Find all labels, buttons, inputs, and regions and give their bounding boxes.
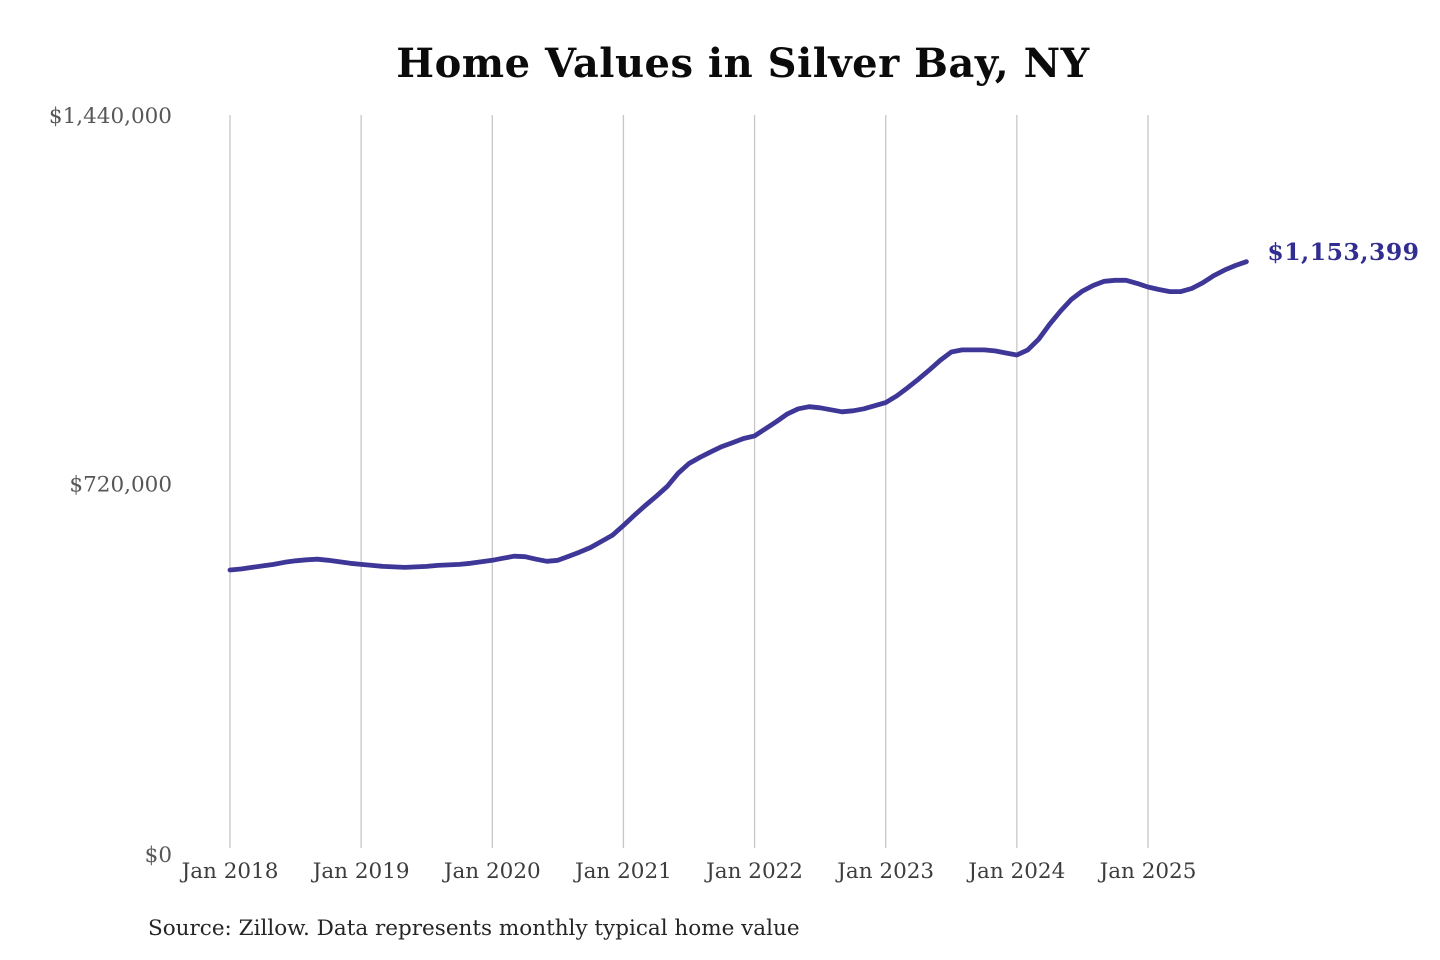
latest-value-label: $1,153,399 xyxy=(1267,237,1420,266)
y-tick-label: $0 xyxy=(145,843,172,868)
home-value-line xyxy=(227,259,1249,573)
x-tick-label: Jan 2025 xyxy=(1098,859,1197,884)
y-tick-label: $720,000 xyxy=(69,473,172,498)
x-tick-label: Jan 2020 xyxy=(442,859,541,884)
source-note: Source: Zillow. Data represents monthly … xyxy=(148,916,800,941)
x-tick-label: Jan 2022 xyxy=(704,859,803,884)
y-tick-label: $1,440,000 xyxy=(49,104,172,129)
x-tick-label: Jan 2023 xyxy=(835,859,934,884)
x-tick-label: Jan 2019 xyxy=(311,859,410,884)
x-tick-label: Jan 2021 xyxy=(573,859,672,884)
x-tick-label: Jan 2024 xyxy=(966,859,1065,884)
chart-title: Home Values in Silver Bay, NY xyxy=(396,40,1090,87)
x-tick-label: Jan 2018 xyxy=(180,859,279,884)
